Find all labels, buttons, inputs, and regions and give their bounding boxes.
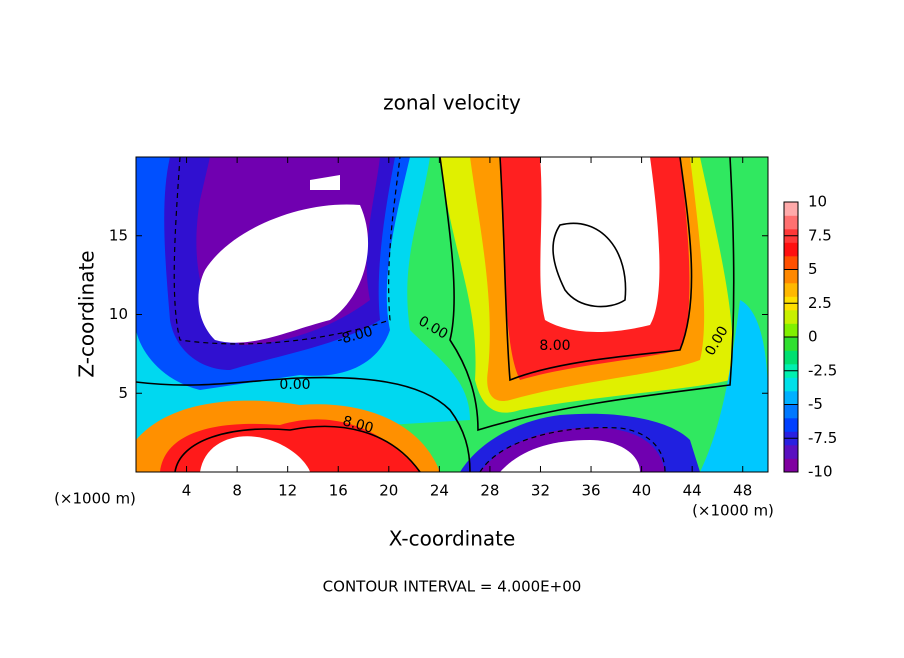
x-tick-label: 40	[632, 482, 651, 500]
field-region	[310, 175, 340, 190]
contour-line	[173, 157, 401, 345]
colorbar-band	[784, 377, 798, 392]
colorbar-band	[784, 283, 798, 297]
colorbar-tick-label: -5	[808, 395, 823, 413]
x-tick-label: 24	[430, 482, 449, 500]
colorbar-tick-label: 0	[808, 328, 818, 346]
x-tick-label: 16	[329, 482, 348, 500]
colorbar-band	[784, 404, 798, 419]
colorbar-band	[784, 445, 798, 459]
colorbar-band	[784, 337, 798, 351]
colorbar-band	[784, 242, 798, 257]
field-region	[540, 157, 660, 332]
contour-line	[552, 222, 627, 308]
x-axis-label: X-coordinate	[389, 527, 516, 551]
colorbar-band	[784, 215, 798, 230]
x-tick-label: 32	[531, 482, 550, 500]
colorbar-tick-label: -2.5	[808, 361, 837, 379]
y-tick-label: 10	[109, 305, 128, 323]
colorbar-band	[784, 269, 798, 284]
x-tick-label: 4	[182, 482, 192, 500]
y-tick-label: 15	[109, 226, 128, 244]
colorbar-band	[784, 458, 798, 473]
y-axis-unit: (×1000 m)	[54, 490, 136, 508]
colorbar-tick-label: 7.5	[808, 226, 832, 244]
colorbar-tick-label: 10	[808, 193, 827, 211]
colorbar-band	[784, 391, 798, 405]
colorbar-band	[784, 323, 798, 338]
colorbar-band	[784, 350, 798, 365]
colorbar-tick-label: 5	[808, 260, 818, 278]
colorbar-tick-label: -10	[808, 463, 833, 481]
contour-line	[174, 425, 421, 472]
x-tick-label: 28	[480, 482, 499, 500]
contour-label: 8.00	[341, 413, 375, 437]
contour-line	[499, 157, 693, 382]
contour-field	[136, 157, 768, 472]
contour-line	[439, 157, 735, 432]
colorbar-band	[784, 310, 798, 324]
chart-title: zonal velocity	[383, 91, 521, 115]
x-tick-label: 44	[683, 482, 702, 500]
x-tick-label: 12	[278, 482, 297, 500]
colorbar-tick-label: 2.5	[808, 294, 832, 312]
x-tick-label: 8	[232, 482, 242, 500]
y-tick-label: 5	[118, 384, 128, 402]
contour-label: 0.00	[279, 377, 310, 393]
contour-line	[136, 376, 471, 472]
field-region	[198, 204, 369, 343]
field-region	[500, 440, 640, 472]
x-tick-label: 48	[733, 482, 752, 500]
x-tick-label: 36	[581, 482, 600, 500]
x-tick-label: 20	[379, 482, 398, 500]
field-region	[700, 300, 768, 472]
colorbar-band	[784, 418, 798, 432]
footnote: CONTOUR INTERVAL = 4.000E+00	[323, 578, 582, 596]
colorbar-band	[784, 256, 798, 270]
y-axis-label: Z-coordinate	[75, 250, 99, 377]
colorbar-band	[784, 202, 798, 216]
colorbar-tick-label: -7.5	[808, 429, 837, 447]
contour-line	[479, 427, 666, 472]
x-axis-unit: (×1000 m)	[692, 502, 774, 520]
contour-label: 8.00	[539, 338, 570, 354]
field-region	[200, 436, 310, 472]
